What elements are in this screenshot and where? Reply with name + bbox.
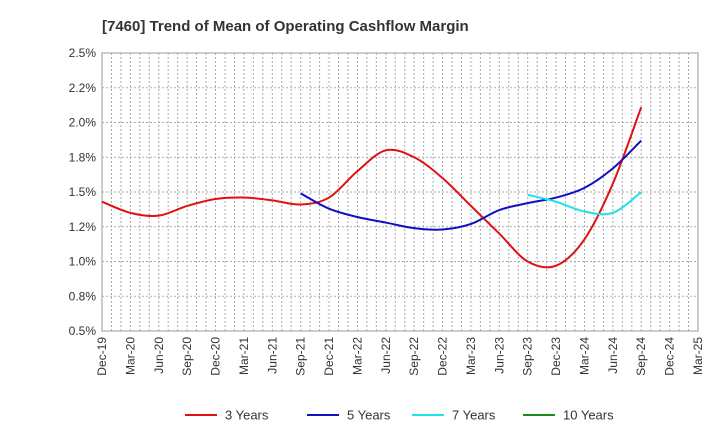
y-tick-label: 2.0% (69, 116, 97, 130)
legend-label-5-years: 5 Years (347, 408, 391, 423)
x-tick-label: Mar-21 (237, 337, 251, 375)
series-line-7-years (527, 191, 642, 216)
x-tick-label: Sep-20 (180, 337, 194, 376)
y-axis-ticks: 2.5% 2.2% 2.0% 1.8% 1.5% 1.2% 1.0% 0.8% 0.5% (69, 46, 97, 338)
legend-label-3-years: 3 Years (225, 408, 269, 423)
x-tick-label: Mar-20 (123, 337, 137, 375)
x-tick-label: Sep-21 (294, 337, 308, 376)
x-tick-label: Jun-21 (265, 337, 279, 374)
x-tick-label: Dec-23 (549, 337, 563, 376)
x-tick-label: Mar-24 (577, 337, 591, 375)
x-tick-label: Dec-21 (322, 337, 336, 376)
legend: 3 Years 5 Years 7 Years 10 Years (185, 408, 614, 423)
grid-lines (102, 53, 698, 331)
x-tick-label: Mar-25 (691, 337, 705, 375)
y-tick-label: 1.0% (69, 255, 97, 269)
x-tick-label: Jun-22 (379, 337, 393, 374)
series-line-5-years (300, 139, 642, 231)
x-tick-label: Jun-23 (492, 337, 506, 374)
legend-label-10-years: 10 Years (563, 408, 614, 423)
y-tick-label: 1.8% (69, 150, 97, 164)
x-tick-label: Sep-24 (634, 337, 648, 376)
x-tick-label: Mar-23 (464, 337, 478, 375)
x-tick-label: Dec-20 (209, 337, 223, 376)
y-tick-label: 0.8% (69, 289, 97, 303)
x-tick-label: Sep-22 (407, 337, 421, 376)
x-tick-label: Dec-22 (436, 337, 450, 376)
series-line-3-years (101, 106, 643, 269)
x-tick-label: Dec-24 (663, 337, 677, 376)
x-axis-ticks: Dec-19 Mar-20 Jun-20 Sep-20 Dec-20 Mar-21 Jun-… (95, 337, 705, 376)
x-tick-label: Sep-23 (521, 337, 535, 376)
x-tick-label: Mar-22 (350, 337, 364, 375)
y-tick-label: 1.5% (69, 185, 97, 199)
x-tick-label: Dec-19 (95, 337, 109, 376)
y-tick-label: 2.5% (69, 46, 97, 60)
y-tick-label: 2.2% (69, 81, 97, 95)
y-tick-label: 0.5% (69, 324, 97, 338)
x-tick-label: Jun-24 (606, 337, 620, 374)
chart-title: [7460] Trend of Mean of Operating Cashfl… (102, 18, 469, 35)
y-tick-label: 1.2% (69, 220, 97, 234)
x-tick-label: Jun-20 (152, 337, 166, 374)
legend-label-7-years: 7 Years (452, 408, 496, 423)
series-lines (101, 106, 643, 269)
